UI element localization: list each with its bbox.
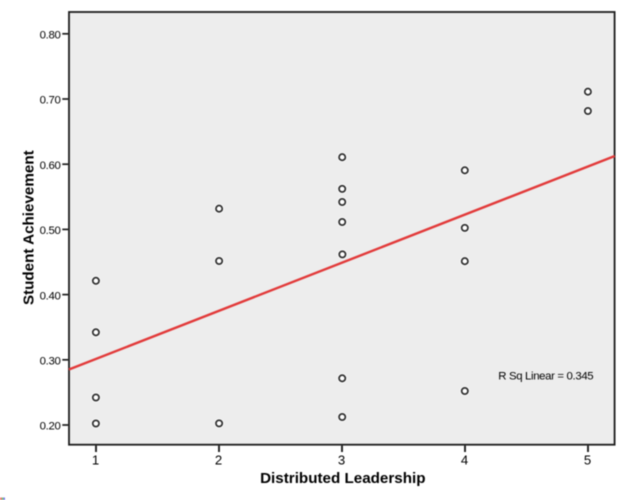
svg-text:0.30: 0.30 (40, 356, 61, 368)
svg-text:1: 1 (92, 453, 99, 468)
svg-text:4: 4 (461, 453, 468, 468)
svg-text:0.50: 0.50 (40, 225, 61, 237)
svg-text:5: 5 (584, 453, 591, 468)
svg-text:R Sq Linear = 0.345: R Sq Linear = 0.345 (498, 370, 593, 382)
svg-text:Distributed Leadership: Distributed Leadership (260, 470, 425, 487)
svg-text:0.70: 0.70 (40, 95, 61, 107)
svg-text:3: 3 (338, 453, 345, 468)
svg-text:Student Achievement: Student Achievement (21, 150, 38, 305)
svg-text:0.80: 0.80 (40, 30, 61, 42)
svg-text:2: 2 (215, 453, 222, 468)
svg-text:0.40: 0.40 (40, 290, 61, 302)
svg-text:0.20: 0.20 (40, 421, 61, 433)
svg-text:0.60: 0.60 (40, 160, 61, 172)
